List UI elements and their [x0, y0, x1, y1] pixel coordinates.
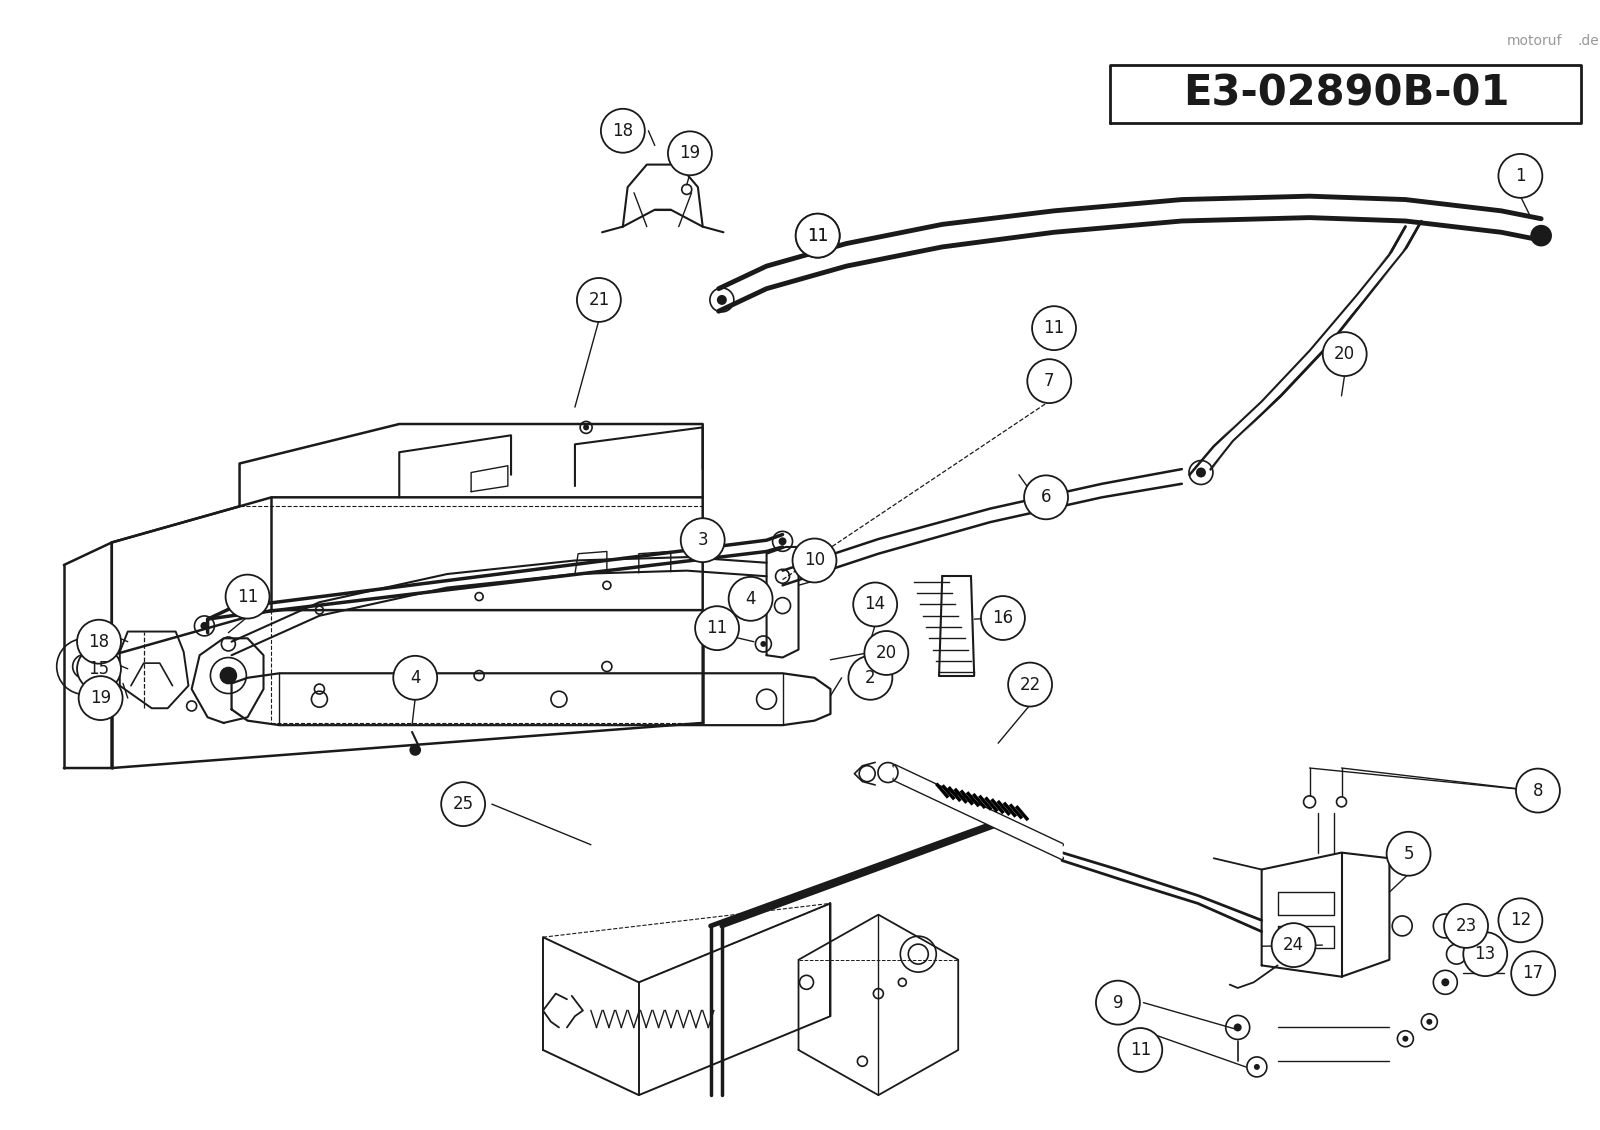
Polygon shape [1405, 200, 1501, 233]
Text: 19: 19 [90, 689, 110, 707]
Text: 9: 9 [1112, 993, 1123, 1011]
Circle shape [864, 631, 909, 675]
Text: 4: 4 [746, 590, 755, 608]
Circle shape [1464, 932, 1507, 976]
Circle shape [1402, 1036, 1408, 1042]
Polygon shape [894, 766, 1062, 859]
Text: 11: 11 [806, 227, 829, 245]
Circle shape [1499, 154, 1542, 198]
Text: 1: 1 [1515, 167, 1526, 185]
Circle shape [795, 214, 840, 258]
Circle shape [1195, 468, 1206, 478]
Text: 4: 4 [410, 669, 421, 687]
Text: E3-02890B-01: E3-02890B-01 [1182, 72, 1509, 114]
Circle shape [602, 108, 645, 153]
Circle shape [1499, 898, 1542, 942]
Text: 19: 19 [680, 145, 701, 163]
Circle shape [1515, 768, 1560, 812]
Circle shape [77, 619, 122, 663]
Circle shape [1050, 381, 1058, 389]
Text: 11: 11 [806, 227, 829, 245]
Polygon shape [1182, 197, 1309, 221]
Circle shape [1096, 981, 1139, 1025]
Circle shape [680, 519, 725, 562]
Text: 11: 11 [707, 619, 728, 637]
Text: 16: 16 [992, 609, 1013, 627]
Circle shape [1323, 332, 1366, 376]
Circle shape [1510, 951, 1555, 996]
Text: 12: 12 [1510, 911, 1531, 929]
Circle shape [694, 606, 739, 650]
Circle shape [760, 641, 766, 647]
Polygon shape [1190, 250, 1408, 475]
Polygon shape [1501, 211, 1541, 241]
Text: 22: 22 [1019, 676, 1040, 694]
Circle shape [1442, 979, 1450, 986]
Circle shape [200, 622, 208, 629]
Text: 23: 23 [1456, 916, 1477, 935]
Circle shape [1426, 1019, 1432, 1025]
Circle shape [1531, 226, 1550, 245]
Text: 7: 7 [1045, 372, 1054, 390]
Text: 6: 6 [1042, 488, 1051, 506]
Circle shape [779, 538, 787, 546]
Text: 21: 21 [589, 290, 610, 308]
Text: 20: 20 [875, 644, 898, 662]
Circle shape [848, 655, 893, 699]
Text: .de: .de [1578, 34, 1600, 47]
Circle shape [853, 583, 898, 626]
Text: 14: 14 [864, 596, 886, 614]
Circle shape [1008, 662, 1053, 706]
Circle shape [792, 539, 837, 582]
Text: 18: 18 [88, 633, 109, 651]
Text: motoruf: motoruf [1506, 34, 1562, 47]
Text: 15: 15 [88, 660, 109, 678]
Circle shape [221, 668, 237, 684]
Polygon shape [1054, 200, 1182, 233]
Text: 8: 8 [1533, 782, 1542, 800]
Polygon shape [942, 211, 1054, 247]
Circle shape [226, 575, 269, 618]
Text: 2: 2 [866, 669, 875, 687]
Circle shape [981, 596, 1026, 640]
Polygon shape [766, 244, 846, 288]
Circle shape [728, 577, 773, 620]
Text: 5: 5 [1403, 845, 1414, 862]
Circle shape [667, 131, 712, 175]
Circle shape [78, 676, 123, 720]
Circle shape [1118, 1028, 1162, 1072]
Text: 11: 11 [1043, 319, 1064, 337]
Circle shape [442, 782, 485, 826]
Circle shape [410, 745, 421, 755]
Circle shape [1445, 904, 1488, 948]
Circle shape [1024, 476, 1069, 520]
Circle shape [795, 214, 840, 258]
Circle shape [1234, 1024, 1242, 1032]
Circle shape [582, 425, 589, 431]
Circle shape [578, 278, 621, 322]
Text: 25: 25 [453, 796, 474, 814]
Polygon shape [846, 225, 942, 266]
Text: 3: 3 [698, 531, 709, 549]
Text: 24: 24 [1283, 936, 1304, 954]
Circle shape [717, 295, 726, 305]
Circle shape [1032, 306, 1077, 350]
Circle shape [1027, 359, 1072, 403]
Polygon shape [1309, 197, 1405, 221]
Circle shape [1272, 923, 1315, 967]
Text: 20: 20 [1334, 345, 1355, 363]
Text: 17: 17 [1523, 964, 1544, 982]
Text: 13: 13 [1475, 945, 1496, 963]
Text: 11: 11 [1130, 1041, 1150, 1059]
Circle shape [77, 646, 122, 690]
Text: 11: 11 [237, 588, 258, 606]
Polygon shape [718, 266, 766, 311]
Circle shape [394, 655, 437, 699]
Circle shape [1254, 1064, 1259, 1070]
Text: 10: 10 [803, 551, 826, 570]
Circle shape [1387, 832, 1430, 876]
Text: 18: 18 [613, 122, 634, 140]
